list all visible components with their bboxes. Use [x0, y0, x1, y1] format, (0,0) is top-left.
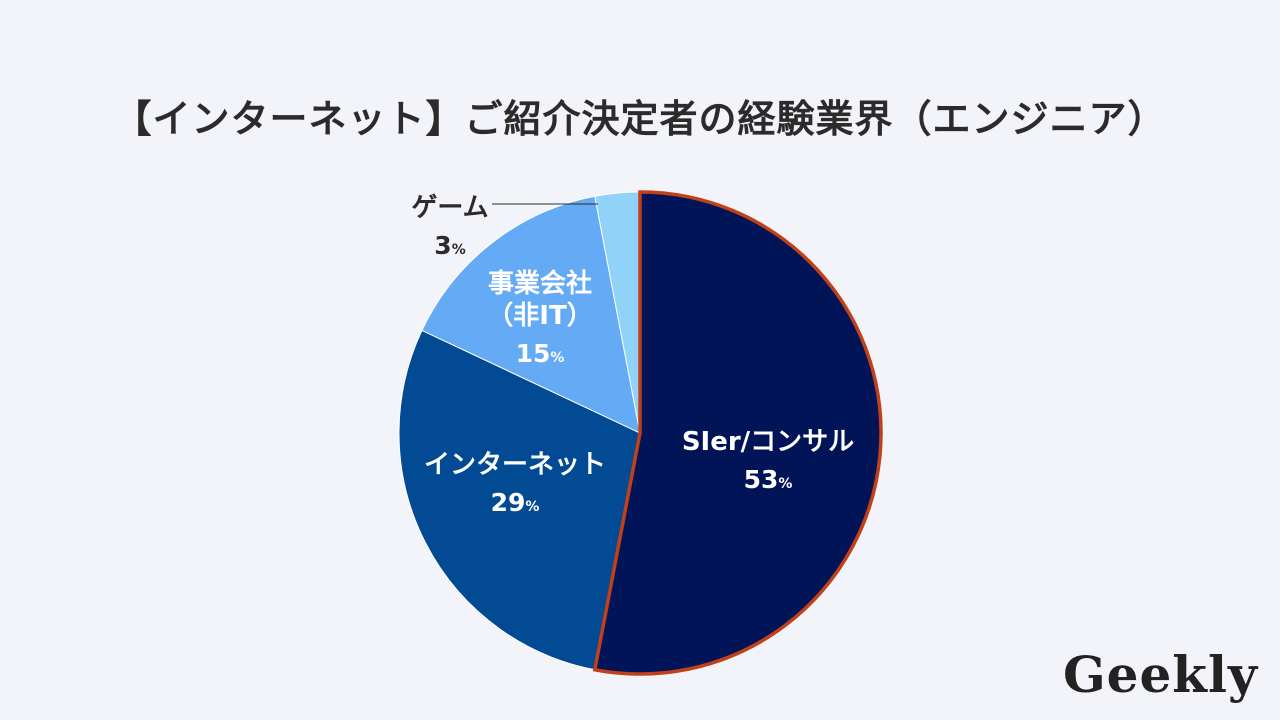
slice-label-1: インターネット 29%	[424, 450, 606, 517]
slice-label-3: ゲーム 3%	[411, 193, 488, 260]
chart-title: 【インターネット】ご紹介決定者の経験業界（エンジニア）	[113, 97, 1167, 141]
slice-label-2: 事業会社（非IT） 15%	[487, 268, 592, 368]
slice-label-text: 事業会社	[488, 268, 592, 299]
slice-label-text: （非IT）	[487, 301, 592, 331]
slice-value-label: 15%	[516, 339, 565, 368]
slice-label-0: SIer/コンサル 53%	[682, 427, 854, 494]
pie-slice-1	[398, 329, 641, 671]
slice-label-text: インターネット	[424, 450, 606, 480]
slice-label-text: ゲーム	[411, 193, 488, 223]
geekly-logo: Geekly	[1062, 645, 1258, 704]
slice-value-label: 29%	[491, 488, 540, 517]
pie-slice-2	[421, 195, 641, 434]
pie-slice-highlight-outline	[592, 190, 883, 676]
slice-value-label: 53%	[744, 465, 793, 494]
slice-value-label: 3%	[434, 231, 465, 260]
slice-label-text: SIer/コンサル	[682, 427, 854, 457]
